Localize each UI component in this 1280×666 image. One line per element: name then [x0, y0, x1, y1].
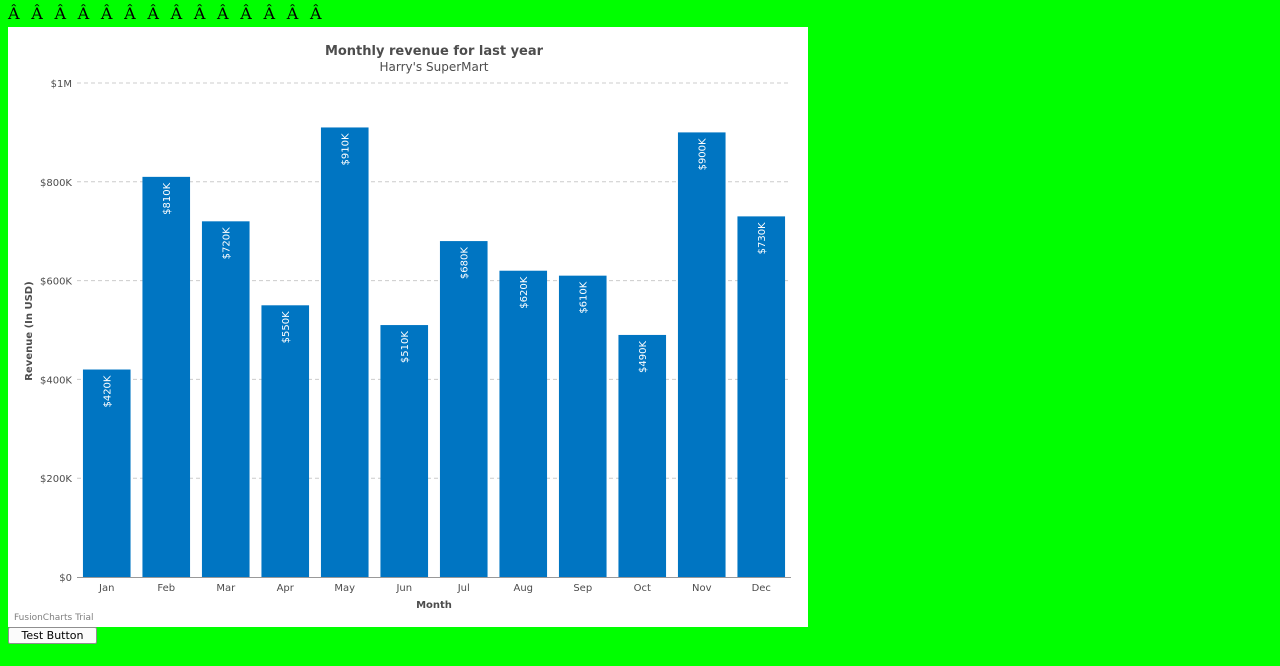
y-tick-label: $200K: [40, 474, 72, 485]
data-label: $810K: [162, 182, 173, 214]
y-tick-label: $400K: [40, 375, 72, 386]
chart-subtitle: Harry's SuperMart: [379, 60, 488, 74]
bar-jun[interactable]: [380, 325, 429, 577]
watermark: FusionCharts Trial: [14, 613, 93, 623]
data-label: $550K: [281, 311, 292, 343]
bar-may[interactable]: [320, 127, 369, 578]
data-label: $490K: [638, 341, 649, 373]
bar-apr[interactable]: [261, 305, 310, 577]
bars: [82, 127, 786, 578]
grid-lines: [77, 82, 791, 479]
data-label: $910K: [341, 133, 352, 165]
y-tick-label: $1M: [51, 79, 72, 90]
data-label: $610K: [579, 281, 590, 313]
y-tick-label: $0: [59, 573, 72, 584]
bar-mar[interactable]: [201, 221, 250, 577]
revenue-chart: Monthly revenue for last year Harry's Su…: [8, 27, 808, 627]
x-tick-label: Aug: [513, 583, 533, 594]
data-label: $720K: [222, 227, 233, 259]
y-axis-ticks: $0 $200K $400K $600K $800K $1M: [40, 79, 72, 584]
x-tick-label: Mar: [216, 583, 236, 594]
x-axis-ticks: Jan Feb Mar Apr May Jun Jul Aug Sep Oct Nov Dec: [98, 583, 771, 594]
bar-jan[interactable]: [82, 369, 131, 577]
x-tick-label: May: [334, 583, 355, 594]
bar-oct[interactable]: [618, 334, 667, 577]
bar-aug[interactable]: [499, 270, 548, 577]
x-tick-label: Sep: [573, 583, 592, 594]
bar-feb[interactable]: [142, 176, 191, 578]
bar-sep[interactable]: [558, 275, 607, 577]
data-label: $680K: [460, 247, 471, 279]
x-tick-label: Jun: [395, 583, 412, 594]
x-axis-title: Month: [416, 600, 452, 611]
data-label: $420K: [103, 375, 114, 407]
test-button[interactable]: Test Button: [8, 627, 97, 644]
chart-title: Monthly revenue for last year: [325, 44, 544, 59]
y-tick-label: $600K: [40, 277, 72, 288]
x-tick-label: Jul: [457, 583, 470, 594]
x-tick-label: Feb: [157, 583, 175, 594]
y-tick-label: $800K: [40, 178, 72, 189]
data-label: $620K: [519, 276, 530, 308]
chart-svg: Monthly revenue for last year Harry's Su…: [14, 44, 791, 623]
bar-nov[interactable]: [677, 132, 726, 577]
bar-jul[interactable]: [439, 241, 488, 577]
x-tick-label: Oct: [634, 583, 651, 594]
x-tick-label: Dec: [752, 583, 771, 594]
header-garbled-text: Â Â Â Â Â Â Â Â Â Â Â Â Â Â: [8, 4, 322, 23]
data-label: $730K: [757, 222, 768, 254]
bar-dec[interactable]: [737, 216, 786, 577]
x-tick-label: Nov: [692, 583, 712, 594]
y-axis-title: Revenue (In USD): [24, 281, 35, 380]
data-label: $900K: [698, 138, 709, 170]
x-tick-label: Jan: [98, 583, 114, 594]
x-tick-label: Apr: [277, 583, 295, 594]
data-label: $510K: [400, 331, 411, 363]
data-labels: $420K $810K $720K $550K $910K $510K $680K $620K…: [103, 133, 769, 408]
